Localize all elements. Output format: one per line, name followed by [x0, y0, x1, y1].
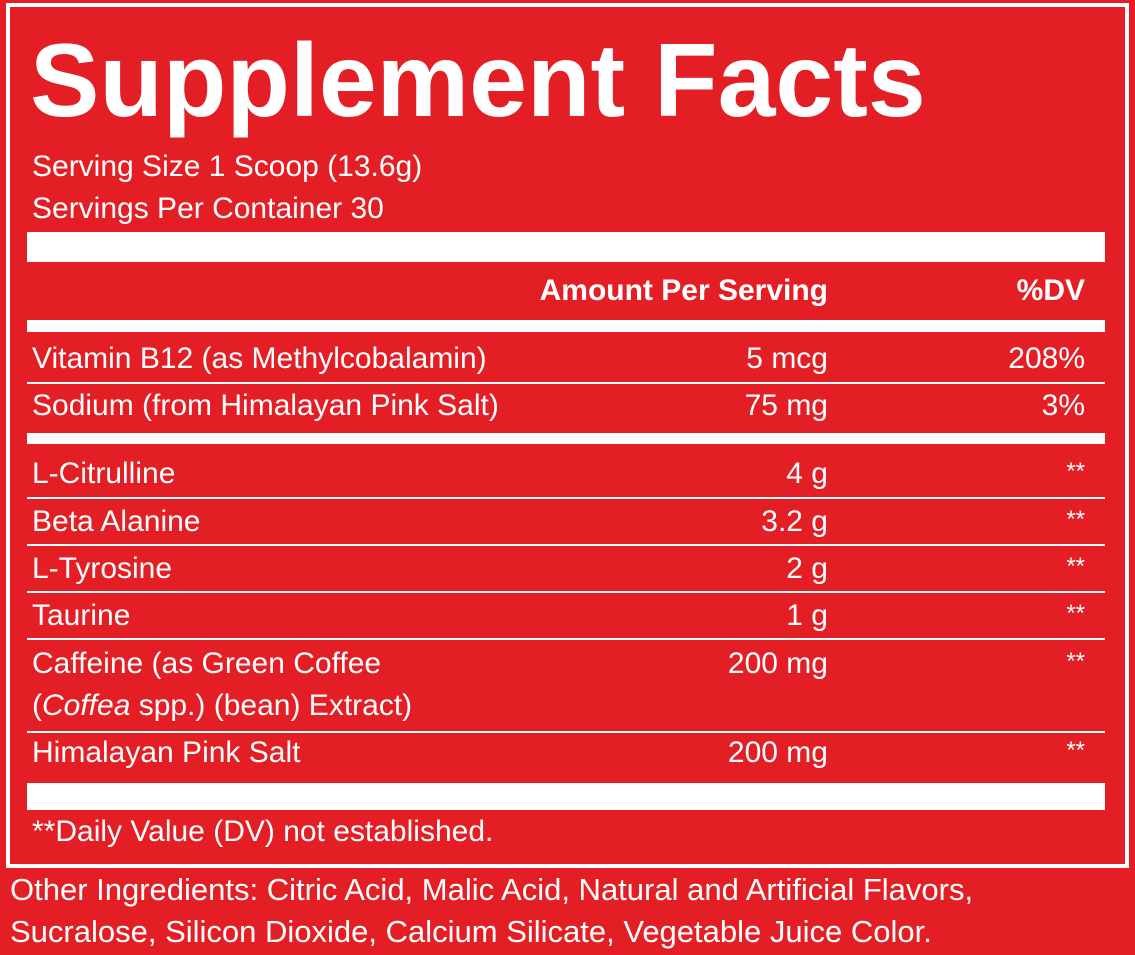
thin-rule: [27, 591, 1105, 593]
ingredient-dv: **: [1066, 737, 1085, 764]
ingredient-amount: 1 g: [786, 599, 828, 632]
thin-rule: [27, 382, 1105, 384]
ingredient-name: Himalayan Pink Salt: [32, 736, 301, 769]
thin-rule: [27, 497, 1105, 499]
ingredient-amount: 3.2 g: [761, 505, 828, 538]
other-ingredients: Sucralose, Silicon Dioxide, Calcium Sili…: [10, 914, 932, 949]
ingredient-amount: 200 mg: [728, 736, 828, 769]
ingredient-name-cont: (Coffea spp.) (bean) Extract): [32, 689, 412, 722]
thick-rule: [27, 232, 1105, 262]
ingredient-name: Vitamin B12 (as Methylcobalamin): [32, 342, 487, 375]
ingredient-dv: 208%: [1008, 342, 1085, 375]
label-border: [6, 3, 1129, 868]
footnote: **Daily Value (DV) not established.: [32, 815, 493, 848]
ingredient-name: L-Citrulline: [32, 457, 175, 490]
ingredient-name: Beta Alanine: [32, 505, 200, 538]
servings-per-container: Servings Per Container 30: [32, 192, 384, 225]
ingredient-name: Sodium (from Himalayan Pink Salt): [32, 389, 499, 422]
ingredient-dv: **: [1066, 600, 1085, 627]
ingredient-amount: 200 mg: [728, 647, 828, 680]
column-header: Amount Per Serving: [540, 274, 828, 307]
column-header: %DV: [1017, 274, 1085, 307]
thick-rule: [27, 320, 1105, 332]
ingredient-amount: 2 g: [786, 552, 828, 585]
name-part: spp.) (bean) Extract): [130, 689, 412, 722]
ingredient-name: Taurine: [32, 599, 130, 632]
other-ingredients: Other Ingredients: Citric Acid, Malic Ac…: [10, 872, 973, 907]
name-part: (: [32, 689, 42, 722]
thin-rule: [27, 638, 1105, 640]
ingredient-name: L-Tyrosine: [32, 552, 172, 585]
ingredient-dv: 3%: [1042, 389, 1085, 422]
ingredient-name: Caffeine (as Green Coffee: [32, 647, 381, 680]
ingredient-amount: 75 mg: [745, 389, 828, 422]
thin-rule: [27, 731, 1105, 733]
ingredient-dv: **: [1066, 506, 1085, 533]
name-part: Coffea: [42, 689, 130, 722]
thin-rule: [27, 544, 1105, 546]
title: Supplement Facts: [30, 23, 926, 139]
ingredient-dv: **: [1066, 553, 1085, 580]
thick-rule: [27, 783, 1105, 810]
ingredient-amount: 5 mcg: [746, 342, 828, 375]
ingredient-dv: **: [1066, 648, 1085, 675]
ingredient-amount: 4 g: [786, 457, 828, 490]
medium-rule: [27, 433, 1105, 444]
serving-size: Serving Size 1 Scoop (13.6g): [32, 150, 422, 183]
ingredient-dv: **: [1066, 458, 1085, 485]
